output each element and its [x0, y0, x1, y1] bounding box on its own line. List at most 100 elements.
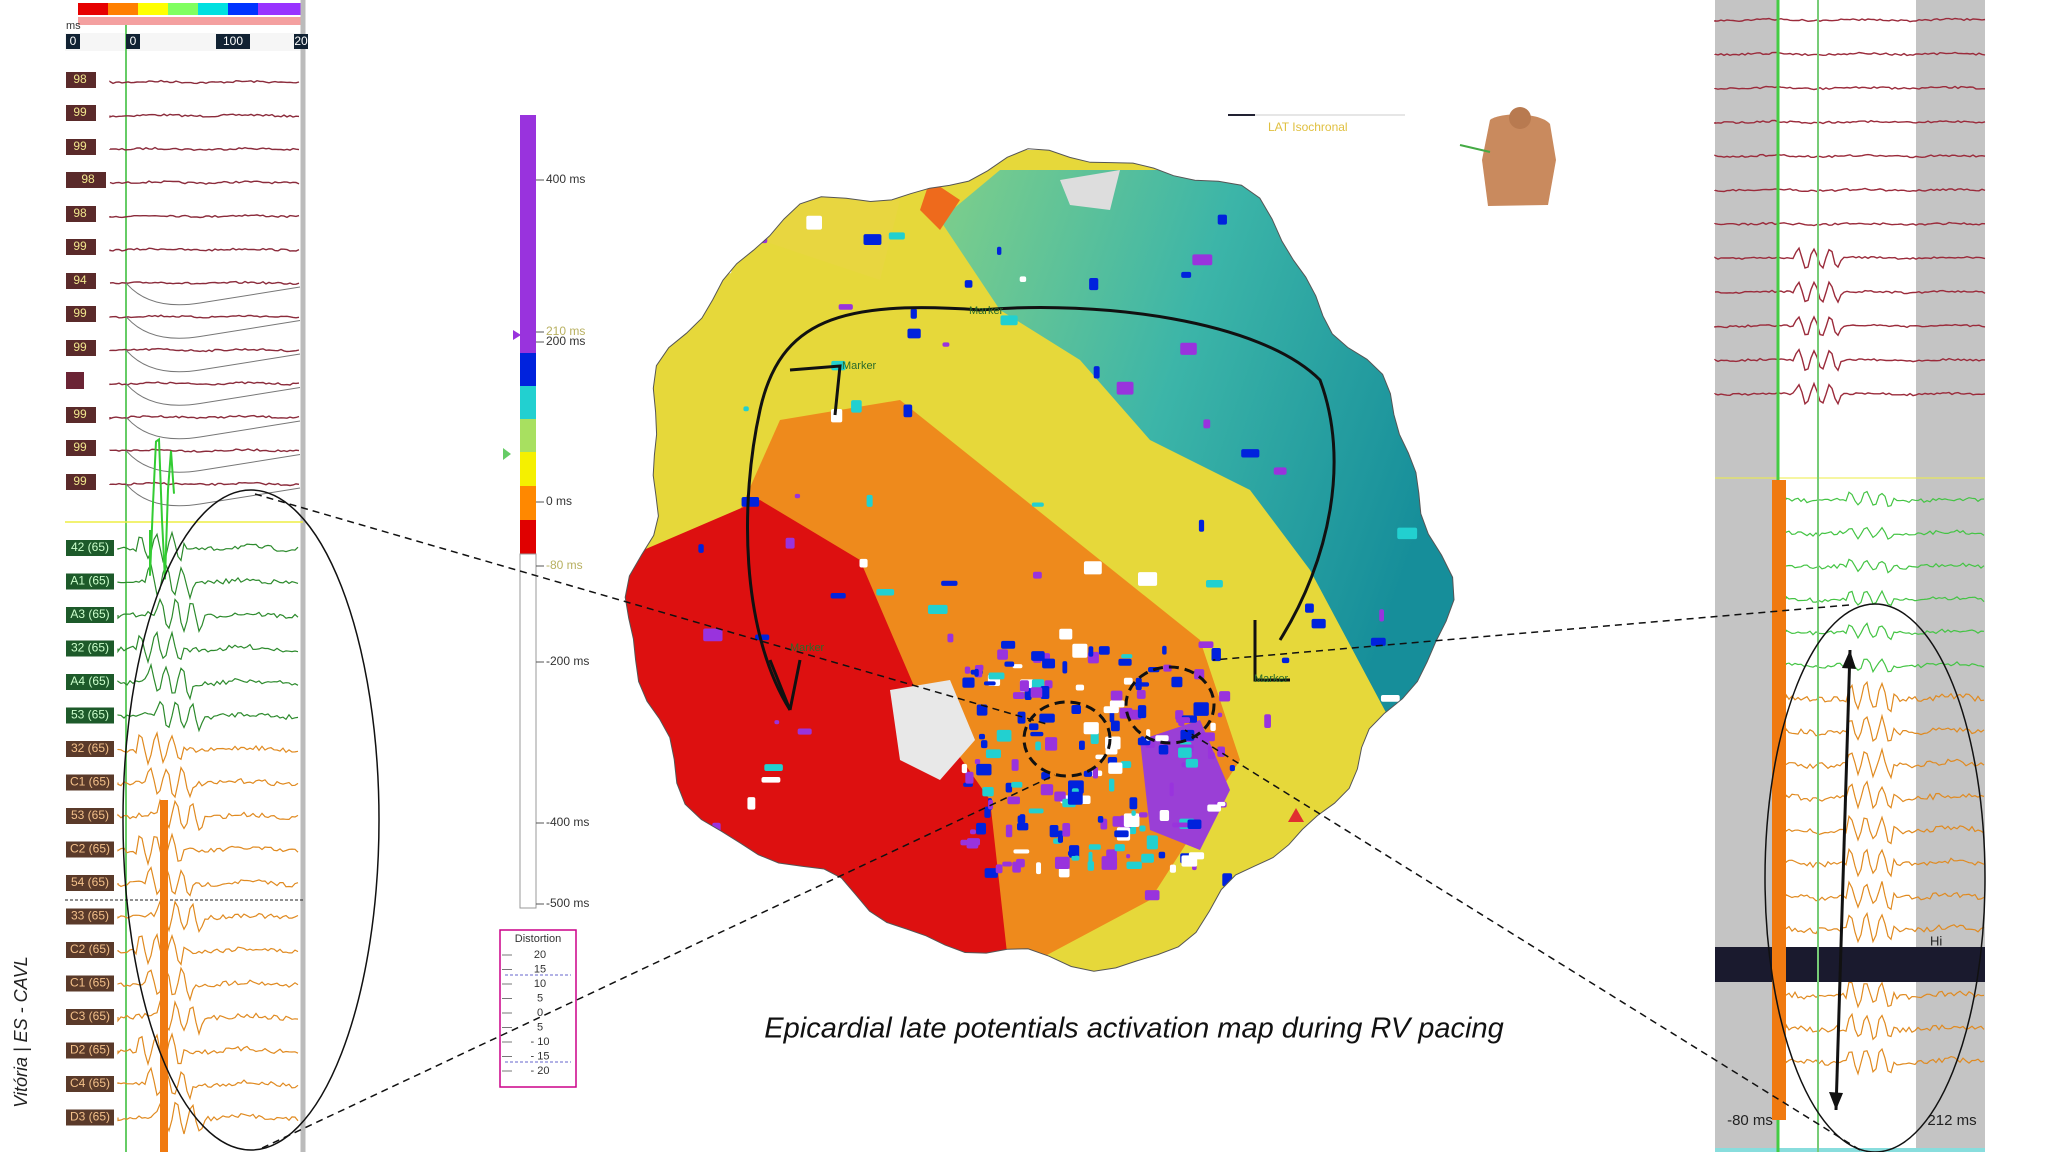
map-speckle: [1181, 271, 1192, 278]
trace: [117, 900, 299, 934]
map-speckle: [1031, 651, 1045, 661]
map-speckle: [1019, 680, 1029, 692]
map-speckle: [1193, 702, 1209, 716]
map-speckle: [1108, 762, 1123, 774]
trace: [109, 381, 300, 386]
map-speckle: [1088, 646, 1094, 657]
channel-box: [66, 808, 114, 824]
map-speckle: [1281, 657, 1290, 664]
trace: [117, 1066, 299, 1101]
channel-value: 99: [73, 239, 87, 253]
map-speckle: [983, 681, 996, 686]
zone-circle: [1022, 700, 1112, 778]
trace: [109, 113, 300, 118]
band-label: Hi: [1930, 933, 1942, 948]
caption: Epicardial late potentials activation ma…: [764, 1013, 1503, 1045]
channel-label: 32 (65): [71, 641, 109, 655]
channel-value: 99: [73, 440, 87, 454]
map-speckle: [1169, 864, 1176, 873]
map-speckle: [1205, 580, 1223, 588]
map-speckle: [985, 749, 1001, 759]
map-speckle: [1180, 729, 1195, 741]
map-speckle: [1017, 822, 1029, 831]
map-speckle: [941, 580, 958, 586]
map-speckle: [1118, 658, 1132, 666]
distortion-label: 20: [534, 949, 546, 961]
trace: [109, 314, 300, 319]
distortion-box: [499, 929, 577, 1088]
map-speckle: [1011, 781, 1023, 788]
map-speckle: [966, 843, 979, 849]
right-bottom-bar: [1715, 1148, 1985, 1152]
trace: [117, 932, 299, 966]
duration-arrow: [1834, 649, 1852, 1111]
map-speckle: [1139, 825, 1146, 832]
map-speckle: [1192, 254, 1213, 266]
trace: [1714, 153, 1986, 159]
map-speckle: [1110, 720, 1120, 732]
scale-label: 210 ms: [546, 324, 585, 338]
trace: [149, 437, 175, 580]
map-speckle: [1019, 276, 1027, 282]
trace: [125, 416, 301, 440]
map-speckle: [1176, 717, 1191, 723]
map-speckle: [859, 558, 868, 568]
map-speckle: [1083, 770, 1093, 777]
trace: [117, 864, 299, 897]
map-speckle: [1088, 851, 1093, 864]
map-speckle: [997, 649, 1008, 660]
map-speckle: [1075, 684, 1085, 691]
map-speckle: [1181, 855, 1198, 867]
map-speckle: [1103, 706, 1119, 714]
map-speckle: [1016, 858, 1025, 868]
map-pin: [1288, 808, 1304, 822]
scale-label: 200 ms: [546, 334, 585, 348]
map-speckle: [1110, 690, 1123, 701]
scale-label: -80 ms: [546, 558, 583, 572]
channel-box: [66, 206, 96, 222]
trace: [117, 530, 299, 564]
trace: [109, 414, 300, 420]
channel-value: 99: [73, 407, 87, 421]
channel-label: C2 (65): [70, 842, 110, 856]
map-speckle: [1029, 723, 1039, 731]
map-speckle: [960, 839, 968, 846]
channel-value: 98: [73, 206, 87, 220]
channel-box: [66, 942, 114, 958]
trace: [109, 146, 300, 152]
map-speckle: [982, 786, 994, 797]
map-speckle: [1079, 740, 1085, 750]
map-speckle: [1054, 791, 1066, 802]
channel-label: 53 (65): [71, 808, 109, 822]
map-speckle: [978, 733, 986, 740]
map-speckle: [1098, 646, 1110, 655]
channel-label: C4 (65): [70, 1076, 110, 1090]
map-speckle: [1187, 819, 1202, 829]
scale-label: -400 ms: [546, 815, 589, 829]
map-speckle: [1036, 862, 1042, 875]
map-speckle: [1155, 735, 1169, 742]
map-speckle: [1146, 835, 1158, 850]
map-speckle: [1380, 694, 1400, 702]
map-speckle: [1126, 853, 1131, 859]
trace: [117, 1101, 299, 1135]
trace: [1785, 589, 1985, 607]
map-speckle: [703, 628, 723, 642]
map-speckle: [1013, 849, 1030, 854]
map-speckle: [663, 840, 669, 852]
map-speckle: [1171, 676, 1183, 688]
trace: [1785, 880, 1985, 911]
channel-value: 98: [81, 172, 95, 186]
map-speckle: [1109, 700, 1125, 708]
map-speckle: [966, 838, 981, 846]
distortion-label: 10: [534, 978, 546, 990]
callout-lines: [254, 493, 1861, 1151]
map-speckle: [1264, 714, 1271, 729]
map-speckle: [980, 740, 988, 749]
side-label: Vitória | ES - CAVL: [11, 956, 31, 1107]
map-speckle: [988, 672, 1005, 680]
trace: [109, 347, 300, 353]
ruler-label: 20: [294, 34, 308, 48]
trace: [117, 630, 299, 665]
map-speckle: [1108, 778, 1115, 792]
